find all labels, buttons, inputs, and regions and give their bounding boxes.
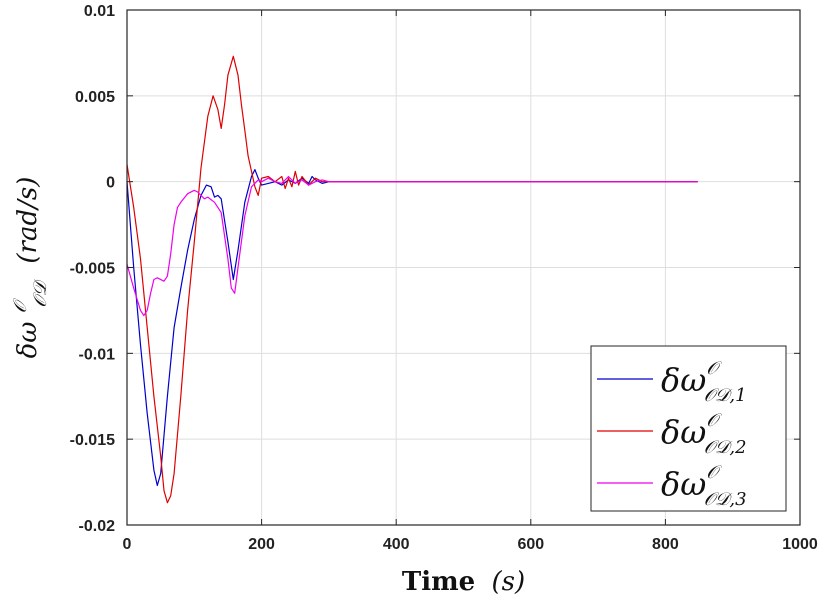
y-tick-label-4: -0.01 <box>79 346 116 363</box>
y-tick-label-5: -0.015 <box>70 432 115 449</box>
series-line-3 <box>126 175 698 317</box>
y-axis-title: δω 𝒪 𝒪𝒟 (rad/s) <box>3 177 53 359</box>
x-tick-label-1: 200 <box>248 536 275 553</box>
x-axis-title-main: Time <box>402 567 475 597</box>
x-tick-label-5: 1000 <box>782 536 818 553</box>
y-axis-title-sup: 𝒪 <box>10 297 31 313</box>
x-tick-label-4: 800 <box>652 536 679 553</box>
legend-label-1: δω𝒪 𝒪𝒟,1 <box>661 358 747 406</box>
ticks: 0 200 400 600 800 1000 0.01 0.005 0 -0.005 -0.01 -0… <box>70 3 818 553</box>
x-tick-label-2: 400 <box>383 536 410 553</box>
y-tick-label-0: 0.01 <box>84 3 115 20</box>
y-axis-title-main: δω <box>13 321 43 358</box>
svg-text:δω 𝒪 𝒪𝒟 (: δω 𝒪 𝒪𝒟 (rad/s) <box>3 177 53 359</box>
x-tick-label-0: 0 <box>123 536 132 553</box>
y-tick-label-2: 0 <box>106 175 115 192</box>
series-layer <box>126 55 698 504</box>
y-axis-title-sub: 𝒪𝒟 <box>30 278 51 307</box>
series-line-1 <box>126 169 698 487</box>
y-tick-label-1: 0.005 <box>75 89 115 106</box>
y-axis-title-unit: (rad/s) <box>13 177 43 264</box>
x-axis-title-unit: (s) <box>491 567 525 597</box>
y-tick-label-6: -0.02 <box>79 518 116 535</box>
series-line-2 <box>126 55 698 504</box>
x-axis-title: Time (s) <box>402 567 525 597</box>
y-tick-label-3: -0.005 <box>70 261 115 278</box>
x-tick-label-3: 600 <box>517 536 544 553</box>
